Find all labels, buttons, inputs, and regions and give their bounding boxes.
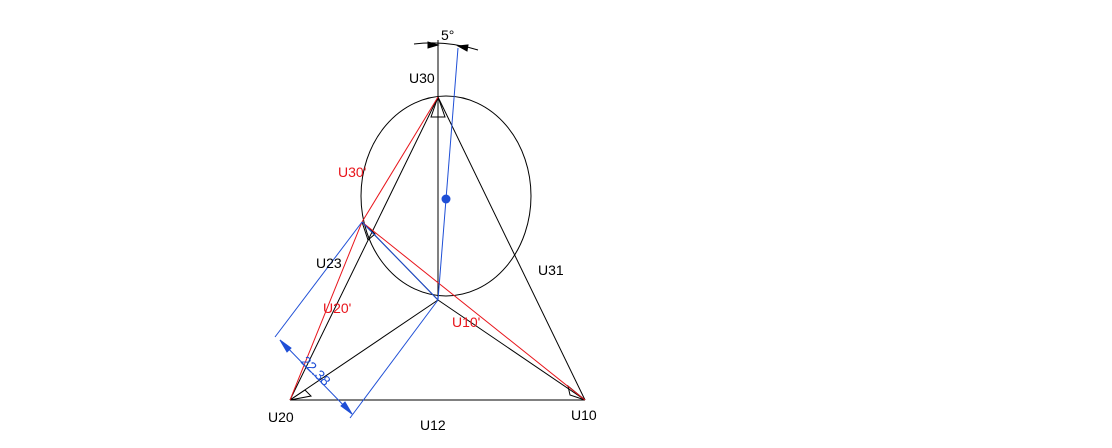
arrowhead-u30	[430, 95, 446, 118]
side-u31	[437, 96, 586, 401]
dimension-arrow-end	[340, 401, 353, 415]
angle-arc	[413, 42, 479, 51]
vector-u10	[437, 299, 586, 401]
label-u20: U20	[268, 409, 294, 425]
center-point	[441, 194, 451, 204]
angle-label: 5°	[441, 27, 454, 43]
label-u12: U12	[420, 417, 446, 433]
label-u31: U31	[538, 262, 564, 278]
angle-arrow-left	[427, 41, 440, 49]
angle-dimension	[413, 40, 479, 97]
vector-u30-prime	[361, 96, 439, 223]
side-u23	[289, 96, 439, 401]
shifted-vectors	[289, 96, 586, 401]
label-u23: U23	[316, 255, 342, 271]
dimension-arrow-start	[279, 339, 292, 353]
angle-arrow-right	[456, 44, 469, 52]
label-u30: U30	[409, 70, 435, 86]
blue-offset-line	[361, 221, 439, 301]
dimension-line	[279, 339, 353, 415]
label-u10-prime: U10'	[452, 314, 480, 330]
label-u20-prime: U20'	[323, 300, 351, 316]
circle	[360, 95, 532, 297]
extension-line-1	[274, 221, 363, 338]
vector-u10-prime	[361, 221, 586, 401]
phase-vectors	[289, 97, 586, 401]
blue-construction	[274, 47, 459, 419]
line-voltage-triangle	[289, 96, 586, 401]
vector-u20-prime	[289, 221, 363, 401]
arrowhead-u20	[289, 389, 313, 401]
dimension-label: 22.38	[298, 353, 334, 389]
label-u10: U10	[571, 407, 597, 423]
angle-reference-line	[437, 47, 459, 301]
extension-line-2	[349, 299, 439, 419]
vector-u20	[289, 299, 439, 401]
label-u30-prime: U30'	[338, 164, 366, 180]
